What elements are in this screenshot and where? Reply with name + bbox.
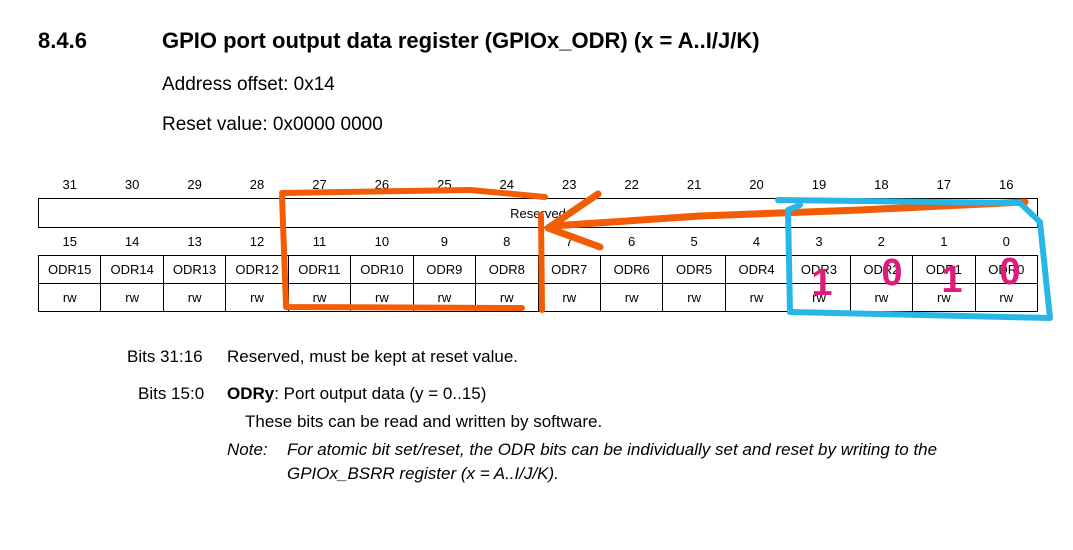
access-cell-1: rw [100, 283, 164, 312]
access-cell-13: rw [849, 283, 914, 312]
register-low-half: 15 14 13 12 11 10 9 8 7 6 5 4 3 2 1 0 ODR15 ODR14 ODR13 OD… [37, 227, 1039, 312]
bit-number-low-14: 1 [940, 233, 948, 249]
access-cell-9: rw [599, 283, 664, 312]
odry-field: ODRy [227, 384, 275, 403]
access-cell-0: rw [37, 283, 102, 312]
bits-31-16-text: Reserved, must be kept at reset value. [227, 347, 519, 366]
bit-number-low-11: 4 [752, 233, 761, 249]
access-cell-6: rw [412, 283, 477, 312]
bit-number-high-15: 16 [999, 176, 1014, 192]
bit-number-high-2: 29 [187, 176, 202, 192]
bit-number-high-11: 20 [749, 176, 764, 192]
note-line-1: For atomic bit set/reset, the ODR bits c… [287, 440, 938, 459]
section-title: GPIO port output data register (GPIOx_OD… [162, 28, 760, 53]
access-cell-4: rw [287, 283, 352, 312]
bit-number-low-10: 5 [690, 233, 698, 249]
bit-number-low-5: 10 [374, 233, 390, 249]
bit-number-low-13: 2 [877, 233, 886, 249]
bit-number-low-6: 9 [440, 233, 448, 249]
bit-number-low-12: 3 [815, 233, 823, 249]
field-name-0: ODR15 [37, 255, 102, 284]
bit-number-low-15: 0 [1002, 233, 1010, 249]
bit-number-low-0: 15 [62, 233, 77, 249]
access-cell-14: rw [912, 283, 976, 312]
field-names-row: ODR15 ODR14 ODR13 ODR12 ODR11 ODR10 ODR9 ODR8 OD… [37, 255, 1039, 284]
access-cell-15: rw [974, 283, 1039, 312]
bit-number-low-4: 11 [312, 233, 327, 249]
bit-number-high-13: 18 [874, 176, 889, 192]
bit-number-high-8: 23 [561, 176, 577, 192]
bit-number-low-2: 13 [187, 233, 202, 249]
bit-number-high-3: 28 [249, 176, 265, 192]
access-cell-11: rw [724, 283, 789, 312]
access-cell-12: rw [787, 283, 851, 312]
access-cell-2: rw [162, 283, 227, 312]
high-bit-numbers: 31 30 29 28 27 26 25 24 23 22 21 20 19 18 17 16 [39, 170, 1038, 199]
bits-15-0-label: Bits 15:0 [138, 384, 205, 403]
bits-31-16-label: Bits 31:16 [127, 347, 203, 366]
field-name-8: ODR7 [537, 255, 601, 284]
field-name-2: ODR13 [162, 255, 227, 284]
bit-number-high-6: 25 [437, 176, 452, 192]
field-name-14: ODR1 [912, 255, 976, 284]
note-label: Note: [227, 440, 268, 459]
bit-number-high-10: 21 [686, 176, 702, 192]
bit-number-low-7: 8 [503, 233, 511, 249]
bit-number-low-3: 12 [249, 233, 265, 249]
note-line-2: GPIOx_BSRR register (x = A..I/J/K). [287, 464, 559, 483]
field-name-4: ODR11 [287, 255, 352, 284]
field-name-5: ODR10 [350, 255, 414, 284]
reset-value: Reset value: 0x0000 0000 [162, 114, 383, 135]
bit-number-high-14: 17 [936, 176, 952, 192]
address-offset: Address offset: 0x14 [162, 74, 335, 95]
field-name-7: ODR8 [475, 255, 539, 284]
field-name-10: ODR5 [662, 255, 726, 284]
bit-number-high-5: 26 [374, 176, 390, 192]
section-number: 8.4.6 [38, 28, 87, 53]
register-high-half: 31 30 29 28 27 26 25 24 23 22 21 20 19 18 17 16 Reserve… [38, 170, 1038, 228]
bits-15-0-detail: These bits can be read and written by so… [245, 412, 603, 431]
field-name-3: ODR12 [225, 255, 289, 284]
low-bit-numbers: 15 14 13 12 11 10 9 8 7 6 5 4 3 2 1 0 [39, 227, 1038, 256]
bit-number-low-1: 14 [124, 233, 140, 249]
field-name-15: ODR0 [974, 255, 1039, 284]
field-name-9: ODR6 [599, 255, 664, 284]
field-name-12: ODR3 [787, 255, 851, 284]
reserved-field: Reserved [38, 198, 1038, 228]
field-name-1: ODR14 [100, 255, 164, 284]
field-name-6: ODR9 [412, 255, 477, 284]
bit-number-low-8: 7 [565, 233, 573, 249]
bit-number-low-9: 6 [628, 233, 636, 249]
access-row: rw rw rw rw rw rw rw rw rw rw rw rw rw rw rw rw [37, 283, 1039, 312]
bits-15-0-text: ODRy: Port output data (y = 0..15) [227, 384, 486, 404]
access-cell-3: rw [225, 283, 289, 312]
access-cell-10: rw [662, 283, 726, 312]
access-cell-5: rw [350, 283, 414, 312]
field-name-13: ODR2 [849, 255, 914, 284]
odry-desc: : Port output data (y = 0..15) [274, 384, 487, 403]
bit-number-high-7: 24 [499, 176, 515, 192]
bit-number-high-0: 31 [62, 176, 77, 192]
field-name-11: ODR4 [724, 255, 789, 284]
bit-number-high-9: 22 [624, 176, 639, 192]
bit-number-high-4: 27 [312, 176, 327, 192]
bit-number-high-1: 30 [124, 176, 140, 192]
access-cell-8: rw [537, 283, 601, 312]
access-cell-7: rw [475, 283, 539, 312]
bit-number-high-12: 19 [811, 176, 827, 192]
